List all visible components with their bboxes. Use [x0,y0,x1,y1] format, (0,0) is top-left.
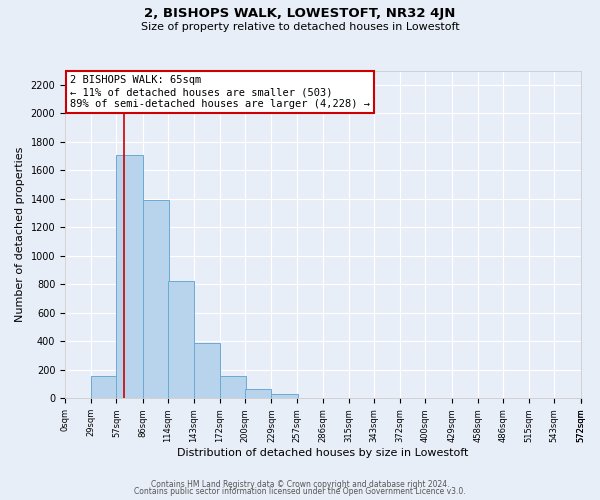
Bar [116,154,143,398]
Bar [168,282,194,399]
Bar [91,376,117,398]
Bar [143,200,169,398]
Text: 2 BISHOPS WALK: 65sqm
← 11% of detached houses are smaller (503)
89% of semi-det: 2 BISHOPS WALK: 65sqm ← 11% of detached … [70,76,370,108]
Text: 2, BISHOPS WALK, LOWESTOFT, NR32 4JN: 2, BISHOPS WALK, LOWESTOFT, NR32 4JN [145,8,455,20]
Bar [271,394,298,398]
Bar [245,389,271,398]
Bar [220,376,246,398]
Text: Contains HM Land Registry data © Crown copyright and database right 2024.: Contains HM Land Registry data © Crown c… [151,480,449,489]
Text: Size of property relative to detached houses in Lowestoft: Size of property relative to detached ho… [140,22,460,32]
Y-axis label: Number of detached properties: Number of detached properties [15,146,25,322]
X-axis label: Distribution of detached houses by size in Lowestoft: Distribution of detached houses by size … [177,448,469,458]
Text: Contains public sector information licensed under the Open Government Licence v3: Contains public sector information licen… [134,488,466,496]
Bar [194,343,220,398]
